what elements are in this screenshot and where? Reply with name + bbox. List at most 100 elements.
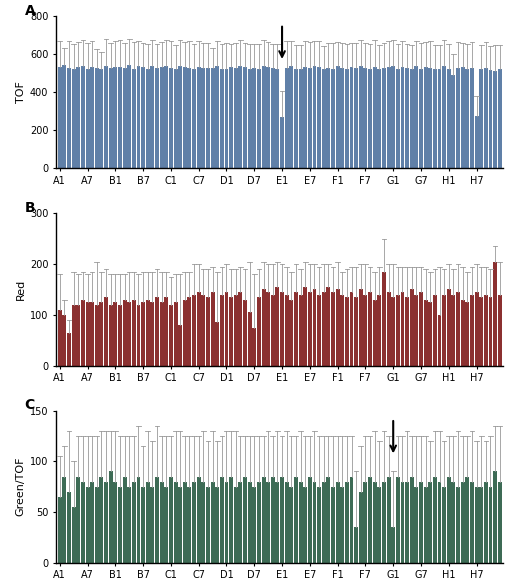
Bar (396, 476, 400, 563)
Bar (211, 292, 215, 366)
Bar (81, 299, 85, 366)
Bar (229, 297, 233, 366)
Bar (428, 482, 432, 563)
Bar (262, 66, 266, 168)
Y-axis label: TOF: TOF (16, 81, 26, 103)
Bar (174, 482, 178, 563)
Bar (63, 315, 66, 366)
Bar (423, 299, 428, 366)
Bar (363, 67, 367, 168)
Bar (118, 487, 122, 563)
Bar (345, 482, 349, 563)
Bar (160, 482, 163, 563)
Bar (90, 482, 94, 563)
Bar (345, 70, 349, 168)
Bar (243, 476, 247, 563)
Bar (248, 70, 251, 168)
Bar (377, 70, 381, 168)
Bar (456, 487, 460, 563)
Bar (202, 295, 205, 366)
Bar (99, 302, 103, 366)
Bar (141, 302, 145, 366)
Bar (331, 487, 335, 563)
Bar (447, 69, 451, 168)
Bar (123, 299, 127, 366)
Bar (234, 295, 238, 366)
Bar (192, 295, 196, 366)
Bar (127, 487, 131, 563)
Bar (308, 292, 312, 366)
Bar (470, 295, 474, 366)
Bar (127, 64, 131, 168)
Bar (187, 297, 191, 366)
Bar (294, 69, 298, 168)
Bar (224, 482, 229, 563)
Bar (308, 476, 312, 563)
Bar (442, 295, 446, 366)
Bar (243, 67, 247, 168)
Bar (238, 482, 242, 563)
Bar (484, 67, 488, 168)
Bar (387, 67, 390, 168)
Bar (335, 482, 340, 563)
Text: B: B (25, 201, 35, 215)
Bar (303, 67, 307, 168)
Bar (280, 476, 284, 563)
Bar (58, 310, 62, 366)
Bar (72, 305, 76, 366)
Bar (155, 67, 159, 168)
Bar (196, 476, 201, 563)
Bar (470, 67, 474, 168)
Bar (104, 66, 108, 168)
Bar (187, 487, 191, 563)
Bar (479, 70, 483, 168)
Bar (252, 67, 256, 168)
Bar (405, 67, 409, 168)
Bar (114, 482, 117, 563)
Bar (359, 289, 363, 366)
Bar (118, 305, 122, 366)
Bar (419, 69, 423, 168)
Bar (294, 292, 298, 366)
Bar (104, 482, 108, 563)
Bar (368, 69, 372, 168)
Bar (275, 482, 279, 563)
Bar (359, 492, 363, 563)
Bar (484, 295, 488, 366)
Bar (313, 482, 317, 563)
Bar (224, 292, 229, 366)
Bar (484, 482, 488, 563)
Bar (160, 67, 163, 168)
Bar (164, 66, 168, 168)
Bar (341, 487, 344, 563)
Bar (456, 67, 460, 168)
Bar (118, 67, 122, 168)
Bar (470, 482, 474, 563)
Bar (109, 67, 112, 168)
Bar (76, 476, 80, 563)
Bar (363, 295, 367, 366)
Bar (489, 70, 492, 168)
Bar (354, 527, 358, 563)
Bar (401, 482, 405, 563)
Bar (234, 487, 238, 563)
Bar (396, 69, 400, 168)
Bar (387, 476, 390, 563)
Bar (280, 117, 284, 168)
Bar (150, 66, 154, 168)
Bar (229, 476, 233, 563)
Bar (289, 299, 293, 366)
Bar (285, 482, 289, 563)
Bar (123, 67, 127, 168)
Bar (414, 295, 418, 366)
Bar (474, 292, 478, 366)
Bar (81, 66, 85, 168)
Bar (345, 297, 349, 366)
Bar (238, 66, 242, 168)
Bar (419, 482, 423, 563)
Bar (401, 67, 405, 168)
Bar (58, 497, 62, 563)
Bar (266, 482, 270, 563)
Bar (114, 302, 117, 366)
Bar (289, 66, 293, 168)
